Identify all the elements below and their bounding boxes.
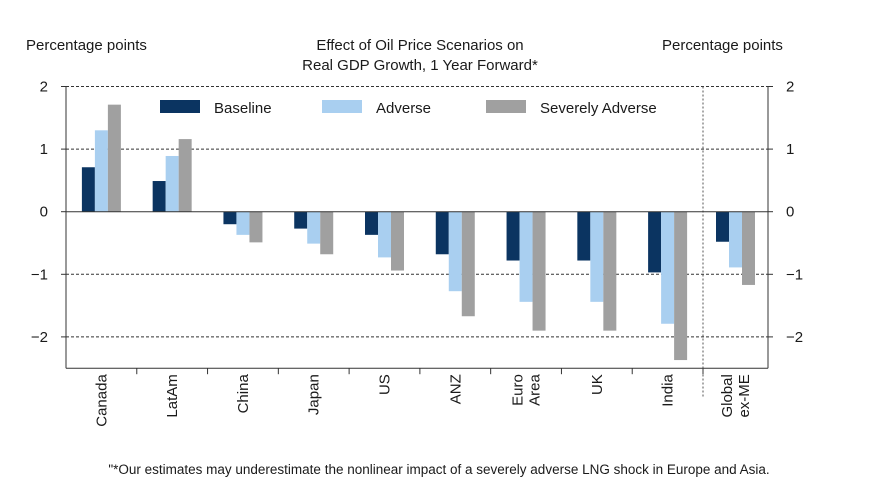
bar-adverse bbox=[94, 130, 108, 212]
bar-severely-adverse bbox=[320, 211, 334, 255]
category-label: US bbox=[377, 374, 394, 395]
category-label: Global bbox=[719, 374, 736, 417]
bar-adverse bbox=[448, 211, 462, 292]
bar-severely-adverse bbox=[674, 211, 688, 361]
bar-baseline bbox=[577, 211, 591, 261]
bar-baseline bbox=[81, 167, 95, 212]
legend-label: Baseline bbox=[214, 100, 272, 117]
right-tick-label: 0 bbox=[786, 204, 794, 221]
bar-severely-adverse bbox=[603, 211, 617, 331]
bar-severely-adverse bbox=[742, 211, 755, 285]
bar-baseline bbox=[716, 211, 729, 242]
category-label: China bbox=[235, 374, 252, 414]
bar-severely-adverse bbox=[461, 211, 475, 317]
left-tick-label: 1 bbox=[40, 141, 48, 158]
bar-baseline bbox=[435, 211, 449, 255]
category-label: Japan bbox=[306, 374, 323, 415]
bar-severely-adverse bbox=[532, 211, 546, 331]
bar-adverse bbox=[661, 211, 675, 324]
category-label: UK bbox=[589, 374, 606, 395]
bar-adverse bbox=[519, 211, 533, 302]
right-tick-label: 2 bbox=[786, 79, 794, 96]
bar-baseline bbox=[152, 181, 166, 212]
left-tick-label: −2 bbox=[31, 329, 48, 346]
bar-adverse bbox=[378, 211, 391, 258]
category-label: ANZ bbox=[447, 374, 464, 404]
bar-adverse bbox=[236, 211, 250, 235]
left-tick-label: 0 bbox=[40, 204, 48, 221]
category-label: ex-ME bbox=[736, 374, 753, 417]
bar-severely-adverse bbox=[249, 211, 263, 243]
category-label: India bbox=[660, 374, 677, 407]
left-tick-label: −1 bbox=[31, 266, 48, 283]
left-tick-label: 2 bbox=[40, 79, 48, 96]
chart-title-line-2: Real GDP Growth, 1 Year Forward* bbox=[302, 57, 538, 74]
chart-title-line-1: Effect of Oil Price Scenarios on bbox=[316, 37, 523, 54]
footnote: "*Our estimates may underestimate the no… bbox=[108, 462, 769, 477]
bar-severely-adverse bbox=[107, 104, 121, 212]
category-label: LatAm bbox=[164, 374, 181, 417]
bar-adverse bbox=[590, 211, 604, 302]
right-tick-label: 1 bbox=[786, 141, 794, 158]
bar-baseline bbox=[294, 211, 308, 229]
category-label: Euro bbox=[510, 374, 527, 406]
right-tick-label: −2 bbox=[786, 329, 803, 346]
legend-label: Adverse bbox=[376, 100, 431, 117]
right-tick-label: −1 bbox=[786, 266, 803, 283]
legend-swatch bbox=[160, 100, 200, 113]
bar-baseline bbox=[365, 211, 378, 235]
legend-label: Severely Adverse bbox=[540, 100, 657, 117]
bar-baseline bbox=[648, 211, 662, 273]
right-axis-label: Percentage points bbox=[662, 37, 783, 54]
category-label: Area bbox=[527, 374, 544, 406]
legend-swatch bbox=[486, 100, 526, 113]
category-label: Canada bbox=[93, 374, 110, 427]
bar-severely-adverse bbox=[178, 139, 192, 212]
bar-severely-adverse bbox=[391, 211, 404, 271]
bar-adverse bbox=[165, 155, 179, 212]
left-axis-label: Percentage points bbox=[26, 37, 147, 54]
legend-swatch bbox=[322, 100, 362, 113]
bar-baseline bbox=[506, 211, 520, 261]
bar-adverse bbox=[307, 211, 321, 244]
bar-baseline bbox=[223, 211, 237, 225]
bar-adverse bbox=[729, 211, 742, 268]
